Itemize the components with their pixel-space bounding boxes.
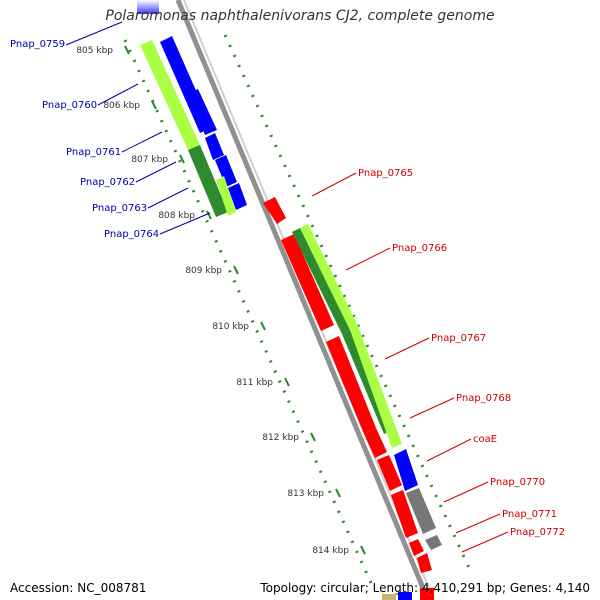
kbp-tick-mark xyxy=(260,321,266,331)
gene-leader-line xyxy=(384,337,430,360)
gene-label-reverse[interactable]: Pnap_0762 xyxy=(80,177,135,188)
gene-pnap-0760-cds[interactable] xyxy=(188,89,217,135)
gene-leader-line xyxy=(345,247,391,271)
bottom-stub-red xyxy=(420,588,434,600)
dotted-guide-right xyxy=(223,34,472,571)
gene-pnap-0763-cds[interactable] xyxy=(228,183,247,210)
bottom-stub-blue xyxy=(398,592,412,600)
gene-pnap-0772-cds[interactable] xyxy=(417,553,432,573)
pnap-0770-gray-cds[interactable] xyxy=(406,488,436,534)
gene-leader-line xyxy=(159,212,211,235)
kbp-tick-mark xyxy=(284,377,290,387)
right-features xyxy=(382,449,442,600)
topology-text: Topology: circular; Length: 4,410,291 bp… xyxy=(260,581,590,595)
gene-pnap-0767-cds[interactable] xyxy=(326,336,376,434)
gc-light-band-right xyxy=(300,224,358,330)
kbp-tick-mark xyxy=(179,154,185,164)
kbp-tick-label: 807 kbp xyxy=(131,155,168,165)
gene-leader-line xyxy=(65,21,123,46)
gc-light-band-right-2 xyxy=(350,326,402,448)
reverse-cds-group xyxy=(130,0,247,210)
gene-label-forward[interactable]: Pnap_0765 xyxy=(358,168,413,179)
gene-label-forward[interactable]: Pnap_0768 xyxy=(456,393,511,404)
gene-pnap-0765-cds[interactable] xyxy=(263,197,286,224)
gene-pnap-0761-cds[interactable] xyxy=(205,133,224,160)
kbp-ticks: 805 kbp 806 kbp 807 kbp 808 kbp 809 kbp 810 k… xyxy=(76,45,366,556)
kbp-tick-mark xyxy=(310,432,316,442)
gene-coae-cds[interactable] xyxy=(377,455,402,491)
kbp-tick-label: 812 kbp xyxy=(262,433,299,443)
gene-label-forward[interactable]: Pnap_0772 xyxy=(510,527,565,538)
gene-leader-line xyxy=(135,161,177,183)
gene-label-reverse[interactable]: Pnap_0759 xyxy=(10,39,65,50)
gene-leader-line xyxy=(311,172,357,197)
gene-leader-line xyxy=(409,397,455,419)
pnap-0771-gray-cds[interactable] xyxy=(425,535,442,550)
gc-dark-band-right xyxy=(292,228,350,334)
kbp-tick-mark xyxy=(335,488,341,498)
gene-label-reverse[interactable]: Pnap_0761 xyxy=(66,147,121,158)
gene-label-reverse[interactable]: Pnap_0764 xyxy=(104,229,159,240)
kbp-tick-mark xyxy=(360,545,366,555)
gene-leader-line xyxy=(461,531,509,553)
gene-label-reverse[interactable]: Pnap_0763 xyxy=(92,203,147,214)
kbp-tick-label: 806 kbp xyxy=(103,101,140,111)
coae-blue-cds[interactable] xyxy=(394,449,418,491)
gc-skew-left xyxy=(140,40,236,217)
kbp-tick-label: 808 kbp xyxy=(158,211,195,221)
gc-light-tail-left xyxy=(216,176,236,216)
kbp-tick-label: 811 kbp xyxy=(236,378,273,388)
gene-leader-line xyxy=(147,187,189,209)
gene-leader-line xyxy=(97,83,139,106)
gene-leader-line xyxy=(443,481,489,503)
gene-label-forward[interactable]: Pnap_0766 xyxy=(392,243,447,254)
gene-label-forward[interactable]: Pnap_0767 xyxy=(431,333,486,344)
accession-text: Accession: NC_008781 xyxy=(10,581,147,595)
kbp-tick-label: 810 kbp xyxy=(212,322,249,332)
gene-label-forward[interactable]: coaE xyxy=(473,434,497,445)
gene-pnap-0771-cds[interactable] xyxy=(409,539,424,556)
bottom-stub-beige xyxy=(382,594,396,600)
kbp-tick-mark xyxy=(151,100,157,110)
gc-skew-right xyxy=(292,224,402,448)
kbp-tick-label: 813 kbp xyxy=(287,489,324,499)
gene-pnap-0762-cds[interactable] xyxy=(215,155,237,187)
gene-pnap-0768-cds[interactable] xyxy=(364,428,387,458)
kbp-tick-mark xyxy=(233,265,239,275)
gc-dark-band-left xyxy=(188,145,228,217)
kbp-tick-mark xyxy=(206,210,212,220)
kbp-tick-label: 805 kbp xyxy=(76,46,113,56)
kbp-tick-label: 809 kbp xyxy=(185,266,222,276)
top-blue-stub-fade xyxy=(130,0,170,18)
gc-light-band-left xyxy=(140,40,200,150)
gene-label-forward[interactable]: Pnap_0771 xyxy=(502,509,557,520)
gene-label-forward[interactable]: Pnap_0770 xyxy=(490,477,545,488)
gene-labels: Pnap_0759 Pnap_0760 Pnap_0761 Pnap_0762 Pnap… xyxy=(10,21,565,553)
gene-pnap-0770-cds[interactable] xyxy=(391,490,418,538)
dotted-guide-left xyxy=(123,39,374,586)
kbp-tick-mark xyxy=(124,45,130,55)
genome-backbone xyxy=(175,0,431,600)
gene-label-reverse[interactable]: Pnap_0760 xyxy=(42,100,97,111)
forward-cds-group xyxy=(263,197,432,573)
gene-leader-line xyxy=(426,438,472,462)
gene-pnap-0766-cds[interactable] xyxy=(281,234,334,331)
genome-title: Polaromonas naphthalenivorans CJ2, compl… xyxy=(105,8,495,24)
gene-leader-line xyxy=(121,131,163,153)
gene-leader-line xyxy=(455,513,501,534)
kbp-tick-label: 814 kbp xyxy=(312,546,349,556)
